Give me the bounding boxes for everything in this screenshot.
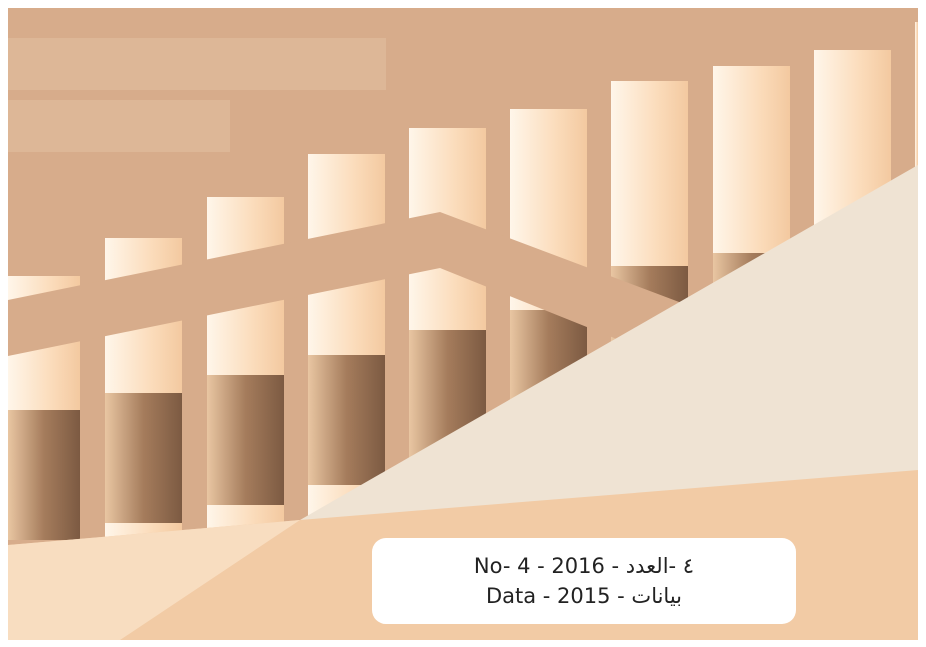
- decor-strip: [8, 100, 230, 152]
- decor-bar: [207, 375, 284, 505]
- decor-strip: [8, 38, 386, 90]
- decor-bar: [8, 410, 80, 540]
- issue-line: No- 4 - 2016 - ٤ -العدد: [474, 554, 694, 578]
- caption-box: No- 4 - 2016 - ٤ -العدد Data - 2015 - بي…: [372, 538, 796, 624]
- cover: No- 4 - 2016 - ٤ -العدد Data - 2015 - بي…: [0, 0, 926, 647]
- decor-bar: [308, 355, 385, 485]
- data-line: Data - 2015 - بيانات: [486, 584, 682, 608]
- decor-bar: [105, 393, 182, 523]
